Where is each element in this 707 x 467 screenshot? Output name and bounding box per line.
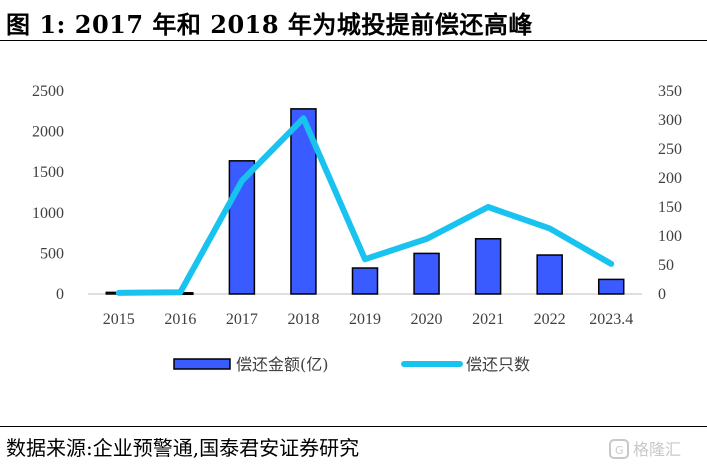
bar-series: [105, 108, 625, 296]
bar: [413, 252, 440, 295]
logo-mark: G: [615, 444, 624, 457]
bar: [351, 267, 379, 295]
bar: [474, 238, 502, 295]
y-right-tick-label: 200: [658, 170, 682, 187]
bar: [536, 254, 563, 295]
logo-text: 格隆汇: [633, 440, 681, 459]
logo-icon: [609, 439, 629, 459]
right-axis: 0 50 100 150 200 250 300 350: [658, 83, 682, 303]
x-tick-label: 2023.4: [589, 311, 633, 328]
y-right-tick-label: 250: [658, 141, 682, 158]
y-left-tick-label: 500: [40, 245, 64, 262]
y-right-tick-label: 150: [658, 199, 682, 216]
y-right-tick-label: 50: [658, 257, 674, 274]
x-tick-label: 2015: [103, 311, 135, 328]
x-tick-label: 2021: [472, 311, 504, 328]
x-tick-label: 2019: [349, 311, 381, 328]
x-tick-label: 2017: [226, 311, 258, 328]
y-left-tick-label: 1000: [32, 205, 64, 222]
line-series: [115, 115, 615, 296]
y-left-tick-label: 2500: [32, 83, 64, 100]
y-left-tick-label: 2000: [32, 124, 64, 141]
bar: [597, 278, 625, 295]
source-note: 数据来源:企业预警通,国泰君安证券研究: [6, 436, 360, 460]
title-bar: 图 1: 2017 年和 2018 年为城投提前偿还高峰: [0, 0, 707, 39]
legend-bar-swatch: [173, 358, 231, 370]
chart: 0 500 1000 1500 2000 2500 0 50 100 150 200 250 300 3…: [32, 83, 682, 374]
title-divider: [0, 40, 707, 41]
y-right-tick-label: 100: [658, 228, 682, 245]
legend: 偿还金额(亿) 偿还只数: [173, 355, 530, 374]
y-left-tick-label: 0: [56, 286, 64, 303]
y-left-tick-label: 1500: [32, 164, 64, 181]
watermark-logo: G 格隆汇: [609, 437, 701, 461]
y-right-tick-label: 0: [658, 286, 666, 303]
figure-title: 图 1: 2017 年和 2018 年为城投提前偿还高峰: [6, 10, 533, 39]
x-tick-label: 2022: [534, 311, 566, 328]
legend-bar-label: 偿还金额(亿): [236, 355, 329, 374]
y-right-tick-label: 300: [658, 112, 682, 129]
source-divider: [0, 426, 707, 427]
x-axis-ticks: 2015 2016 2017 2018 2019 2020 2021 2022 2023.4: [103, 311, 633, 328]
left-axis: 0 500 1000 1500 2000 2500: [32, 83, 64, 303]
x-tick-label: 2020: [411, 311, 443, 328]
y-right-tick-label: 350: [658, 83, 682, 100]
x-tick-label: 2018: [287, 311, 319, 328]
legend-line-label: 偿还只数: [466, 355, 530, 374]
x-tick-label: 2016: [164, 311, 196, 328]
